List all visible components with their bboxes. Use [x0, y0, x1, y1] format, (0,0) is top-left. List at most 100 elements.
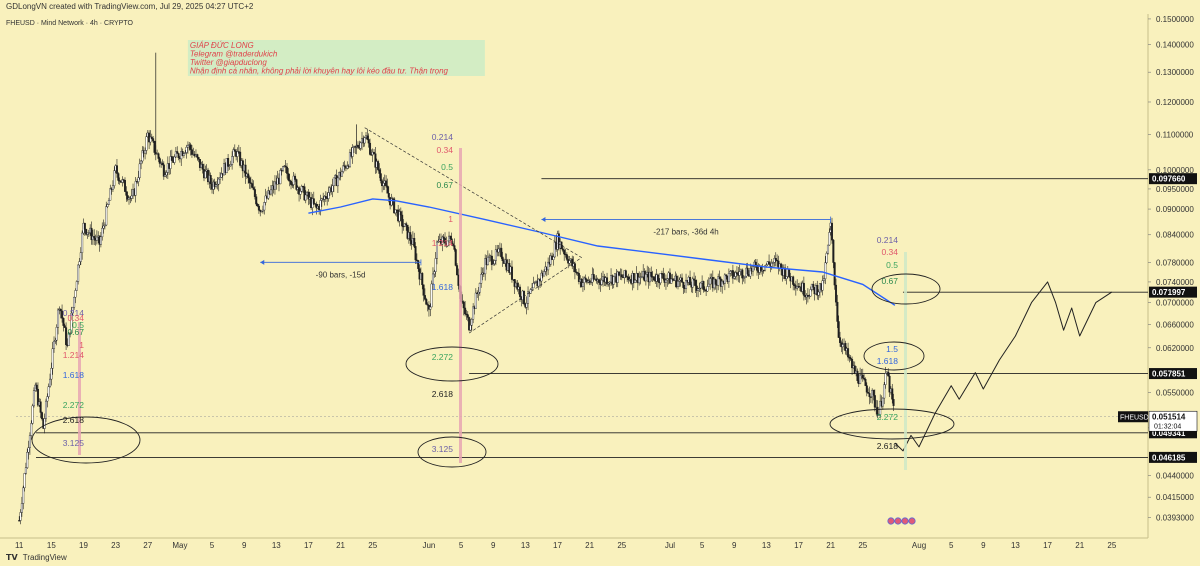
candle-body: [145, 136, 148, 151]
candle-body: [523, 290, 526, 305]
candle-body: [295, 179, 298, 190]
y-tick-label: 0.0440000: [1156, 471, 1194, 480]
highlight-ellipse[interactable]: [417, 436, 487, 468]
trendline-upper[interactable]: [364, 127, 582, 258]
candle-body: [457, 274, 460, 286]
candle-body: [189, 144, 192, 150]
candle-body: [532, 282, 535, 289]
x-tick-label: 9: [242, 541, 247, 550]
fib-label-right: 2.618: [877, 441, 899, 451]
y-tick-label: 0.0660000: [1156, 321, 1194, 330]
fib-bar-middle: [459, 148, 462, 463]
attribution-bar: GDLongVN created with TradingView.com, J…: [0, 0, 1200, 14]
candle-body: [158, 158, 161, 164]
candle-body: [584, 277, 587, 280]
candle-body: [332, 177, 335, 187]
candle-body: [832, 239, 835, 263]
candle-body: [423, 295, 426, 300]
candle-body: [742, 277, 745, 279]
highlight-ellipse[interactable]: [863, 341, 925, 371]
projection-path[interactable]: [894, 281, 1113, 452]
y-tick-label: 0.0700000: [1156, 299, 1194, 308]
x-tick-label: 17: [304, 541, 313, 550]
candle-body: [616, 271, 619, 283]
x-tick-label: 19: [79, 541, 88, 550]
y-tick-label: 0.0840000: [1156, 231, 1194, 240]
candle-body: [256, 203, 259, 207]
candle-body: [130, 195, 133, 199]
fib-bar-left: [78, 322, 81, 455]
candle-body: [698, 287, 701, 290]
candle-body: [125, 191, 128, 196]
measure-second-label: -217 bars, -36d 4h: [653, 228, 718, 237]
candle-body: [743, 275, 746, 278]
highlight-ellipse[interactable]: [829, 408, 955, 440]
candle-body: [27, 447, 30, 453]
candle-body: [236, 151, 239, 157]
candle-body: [837, 321, 840, 338]
candle-body: [788, 268, 791, 277]
candle-body: [162, 164, 165, 177]
candle-body: [557, 233, 560, 249]
candle-body: [841, 344, 844, 348]
candle-body: [24, 467, 27, 474]
candle-body: [612, 276, 615, 285]
price-level-tag: [1149, 173, 1197, 185]
candle-body: [468, 317, 471, 331]
candle-body: [28, 435, 31, 448]
candle-body: [291, 184, 294, 186]
candle-body: [83, 222, 86, 230]
candle-body: [153, 140, 156, 153]
candle-body: [257, 205, 260, 211]
candle-body: [20, 503, 23, 513]
event-marker-icon[interactable]: [894, 517, 902, 525]
event-marker-icon[interactable]: [887, 517, 895, 525]
moving-average-line[interactable]: [308, 198, 896, 306]
candle-body: [437, 241, 440, 243]
candle-body: [430, 283, 433, 308]
candle-body: [331, 185, 334, 192]
candle-body: [288, 179, 291, 182]
highlight-ellipse[interactable]: [405, 346, 499, 382]
annotation-line: GIÁP ĐỨC LONG: [190, 41, 254, 50]
candle-body: [869, 396, 872, 398]
x-tick-label: 23: [111, 541, 120, 550]
annotation-line: Twitter @giapduclong: [190, 58, 267, 67]
candle-body: [70, 312, 73, 334]
highlight-ellipse[interactable]: [871, 273, 941, 305]
candle-body: [216, 183, 219, 186]
candle-body: [229, 164, 232, 167]
candle-body: [607, 282, 610, 285]
event-marker-icon[interactable]: [908, 517, 916, 525]
fib-label-left: 1.618: [63, 370, 85, 380]
candle-body: [348, 152, 351, 167]
candle-body: [75, 281, 78, 291]
y-tick-label: 0.0620000: [1156, 344, 1194, 353]
candle-body: [435, 241, 438, 259]
candle-body: [279, 169, 282, 185]
current-price-tag: [1148, 410, 1198, 432]
candle-body: [652, 276, 655, 281]
trendline-lower[interactable]: [468, 257, 582, 334]
event-marker-icon[interactable]: [901, 517, 909, 525]
candle-body: [62, 318, 65, 326]
candle-body: [774, 257, 777, 261]
highlight-ellipse[interactable]: [31, 416, 141, 464]
candle-body: [453, 245, 456, 250]
candle-body: [149, 136, 152, 143]
fib-label-left: 1: [79, 340, 84, 350]
candle-body: [385, 180, 388, 187]
candle-body: [816, 285, 819, 296]
candle-body: [888, 375, 891, 393]
candle-body: [762, 269, 765, 272]
candle-body: [864, 378, 867, 386]
candle-body: [765, 264, 768, 266]
y-tick-label: 0.0780000: [1156, 258, 1194, 267]
candle-body: [552, 256, 555, 260]
candle-body: [859, 374, 862, 385]
candle-body: [196, 154, 199, 158]
candle-body: [50, 368, 53, 380]
candle-body: [826, 244, 829, 254]
candle-body: [718, 276, 721, 280]
